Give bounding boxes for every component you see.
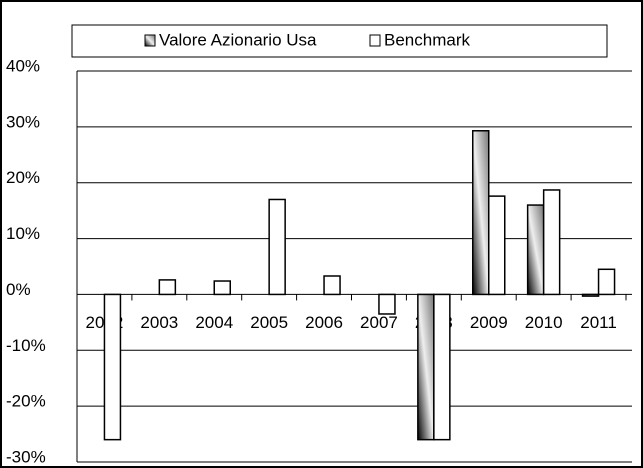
x-tick-label: 2003 bbox=[140, 313, 178, 332]
y-tick-label: -10% bbox=[6, 336, 46, 355]
bar bbox=[323, 275, 341, 296]
x-tick-label: 2010 bbox=[525, 313, 563, 332]
legend-swatch bbox=[144, 34, 156, 47]
bar bbox=[417, 293, 435, 441]
bar bbox=[433, 293, 451, 441]
y-tick-label: 40% bbox=[6, 56, 40, 75]
y-tick-label: 20% bbox=[6, 168, 40, 187]
legend-label: Benchmark bbox=[384, 30, 470, 49]
bar bbox=[378, 293, 396, 315]
bar bbox=[472, 130, 490, 296]
bar bbox=[103, 293, 122, 441]
x-tick-label: 2006 bbox=[305, 313, 343, 332]
bar bbox=[268, 198, 286, 296]
x-tick-label: 2007 bbox=[360, 313, 398, 332]
legend-label: Valore Azionario Usa bbox=[159, 30, 317, 49]
legend-box bbox=[71, 24, 608, 58]
y-tick-label: 0% bbox=[6, 280, 31, 299]
bar bbox=[597, 268, 616, 296]
x-tick-label: 2005 bbox=[250, 313, 288, 332]
bar bbox=[158, 279, 177, 296]
bar bbox=[526, 204, 545, 296]
legend-swatch bbox=[369, 34, 381, 47]
x-tick-label: 2011 bbox=[580, 313, 617, 332]
y-tick-label: -20% bbox=[6, 392, 46, 411]
y-tick-label: -30% bbox=[6, 447, 46, 466]
bar bbox=[542, 189, 561, 296]
bar bbox=[488, 195, 506, 296]
x-tick-label: 2009 bbox=[470, 313, 508, 332]
bar bbox=[581, 293, 600, 297]
y-tick-label: 30% bbox=[6, 112, 40, 131]
y-tick-label: 10% bbox=[6, 224, 40, 243]
bar bbox=[213, 280, 231, 296]
x-tick-label: 2004 bbox=[195, 313, 233, 332]
